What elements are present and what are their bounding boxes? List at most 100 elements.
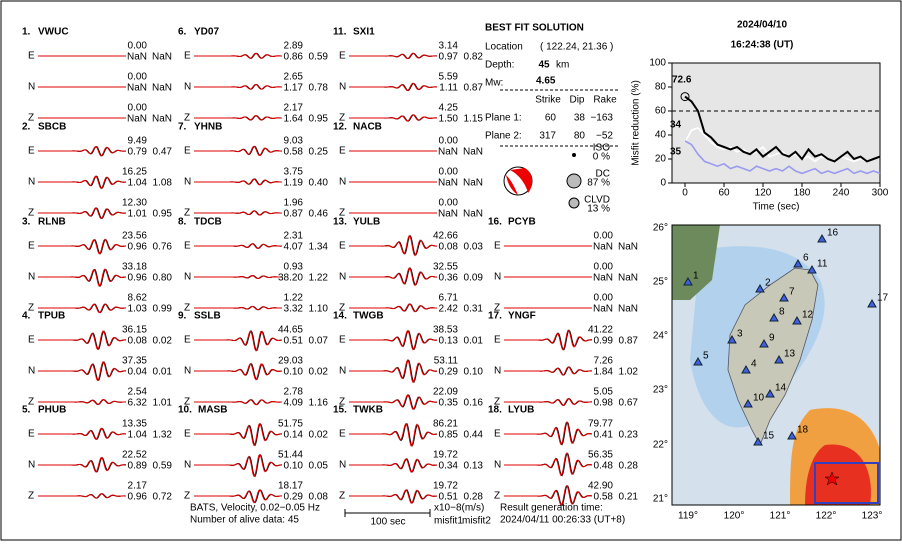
- synthetic-waveform: [349, 422, 438, 447]
- max-amplitude: 37.35: [122, 356, 147, 367]
- misfit2: 0.13: [464, 461, 484, 472]
- max-amplitude: 51.44: [278, 450, 303, 461]
- misfit2: 0.59: [309, 52, 329, 63]
- station-marker: [774, 354, 784, 364]
- max-amplitude: 0.00: [594, 293, 614, 304]
- station-marker: [867, 298, 877, 308]
- misfit-line: [684, 126, 881, 163]
- component-label: E: [184, 146, 191, 157]
- component-label: E: [184, 335, 191, 346]
- component-label: N: [184, 177, 191, 188]
- station-label: 4: [751, 359, 757, 370]
- max-amplitude: 42.66: [433, 231, 458, 242]
- station-number: 15.: [333, 405, 347, 416]
- misfit1: 0.51: [284, 336, 304, 347]
- misfit2: 0.02: [309, 367, 329, 378]
- misfit2: 0.59: [153, 461, 173, 472]
- component-label: Z: [494, 303, 500, 314]
- magnitude: 4.65: [536, 76, 556, 87]
- misfit2: 1.22: [309, 273, 329, 284]
- max-amplitude: 44.65: [278, 325, 303, 336]
- misfit1: 38.20: [278, 273, 303, 284]
- component-label: Z: [28, 208, 34, 219]
- filter-info: BATS, Velocity, 0.02−0.05 Hz: [190, 503, 320, 514]
- misfit2: 0.10: [464, 367, 484, 378]
- misfit1: 0.10: [284, 367, 304, 378]
- misfit1: 0.08: [128, 336, 148, 347]
- component-label: E: [494, 335, 501, 346]
- annotation: 34: [670, 120, 682, 131]
- event-time: 16:24:38 (UT): [731, 40, 794, 51]
- misfit2: 1.01: [153, 398, 173, 409]
- max-amplitude: 53.11: [434, 356, 459, 367]
- max-amplitude: 0.93: [284, 262, 304, 273]
- misfit2: NaN: [463, 209, 483, 220]
- synthetic-waveform: [349, 489, 438, 504]
- station-marker: [741, 364, 751, 374]
- station-name: MASB: [198, 405, 227, 416]
- synthetic-waveform: [504, 329, 593, 351]
- station-label: 17: [877, 293, 889, 304]
- max-amplitude: 5.05: [594, 387, 614, 398]
- misfit-line: [684, 95, 881, 163]
- misfit2: 0.01: [153, 367, 173, 378]
- synthetic-waveform: [349, 359, 437, 384]
- max-amplitude: 8.62: [128, 293, 148, 304]
- plane-value: 317: [539, 131, 556, 142]
- location: ( 122.24, 21.36 ): [540, 42, 613, 53]
- misfit1: 0.14: [284, 430, 304, 441]
- misfit1: 0.48: [594, 461, 614, 472]
- result-label: Result generation time:: [500, 503, 603, 514]
- max-amplitude: 22.52: [122, 450, 147, 461]
- misfit2: 1.34: [309, 242, 329, 253]
- station-marker: [792, 315, 802, 325]
- station-number: 1.: [22, 27, 31, 38]
- max-amplitude: 19.72: [433, 481, 458, 492]
- misfit2: 0.46: [309, 209, 329, 220]
- misfit1: 1.50: [439, 114, 459, 125]
- component-label: N: [339, 366, 346, 377]
- component-label: Z: [184, 303, 190, 314]
- misfit2: 0.87: [464, 83, 484, 94]
- misfit2: 0.16: [464, 398, 484, 409]
- synthetic-waveform: [194, 363, 283, 381]
- unit-label: x10−8(m/s): [434, 503, 484, 514]
- synthetic-waveform: [349, 329, 438, 351]
- component-label: Z: [184, 208, 190, 219]
- station-label: 7: [789, 287, 795, 298]
- component-pct: 0 %: [593, 152, 610, 163]
- misfit1: 0.85: [439, 430, 459, 441]
- station-number: 2.: [22, 122, 31, 133]
- x-tick-label: 180: [794, 188, 811, 199]
- component-label: Z: [184, 491, 190, 502]
- max-amplitude: 0.00: [128, 72, 148, 83]
- component-label: N: [28, 82, 35, 93]
- y-tick-label: 20: [655, 154, 667, 165]
- station-number: 11.: [333, 27, 347, 38]
- max-amplitude: 29.03: [278, 356, 303, 367]
- iso-ball: [572, 153, 576, 157]
- synthetic-waveform: [349, 394, 438, 410]
- column-header: Rake: [593, 95, 617, 106]
- misfit1: NaN: [593, 242, 613, 253]
- synthetic-waveform: [194, 83, 282, 90]
- station-name: SXI1: [353, 27, 375, 38]
- alive-count: Number of alive data: 45: [190, 515, 299, 526]
- lon-label: 120°: [724, 511, 745, 522]
- station-name: YHNB: [194, 122, 222, 133]
- misfit1: 0.96: [128, 273, 148, 284]
- station-label: 5: [703, 351, 709, 362]
- misfit-line: [684, 140, 881, 175]
- plane-value: 80: [574, 131, 586, 142]
- max-amplitude: 42.90: [588, 481, 613, 492]
- max-amplitude: 1.22: [284, 293, 304, 304]
- max-amplitude: 5.59: [439, 72, 459, 83]
- max-amplitude: 19.72: [433, 450, 458, 461]
- synthetic-waveform: [38, 399, 126, 405]
- max-amplitude: 6.71: [439, 293, 459, 304]
- station-number: 5.: [22, 405, 31, 416]
- station-name: TPUB: [38, 311, 65, 322]
- synthetic-waveform: [194, 210, 282, 216]
- max-amplitude: 9.03: [284, 136, 304, 147]
- misfit2: 1.02: [619, 367, 639, 378]
